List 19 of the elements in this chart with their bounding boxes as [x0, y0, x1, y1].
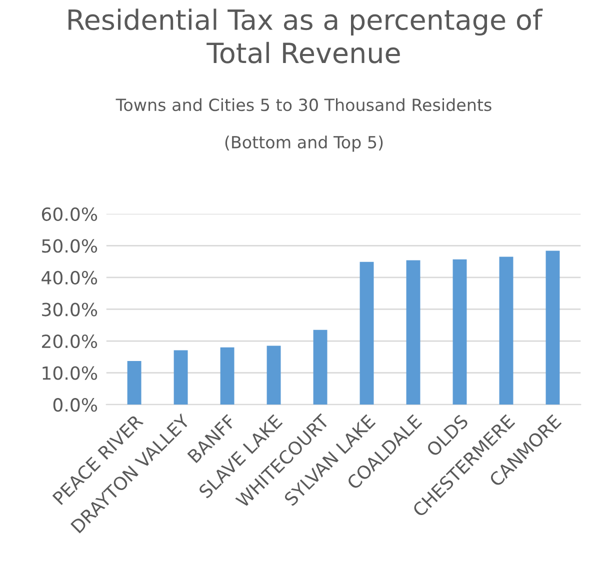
bar [499, 256, 514, 405]
bar [406, 260, 420, 405]
bar [220, 347, 234, 405]
y-tick-label: 60.0% [42, 207, 98, 221]
y-tick-label: 10.0% [42, 366, 98, 380]
bar [546, 250, 560, 405]
y-tick-label: 40.0% [42, 270, 98, 285]
bar [452, 259, 467, 405]
bar [174, 350, 188, 405]
chart-title: Residential Tax as a percentage of Total Revenue [68, 8, 543, 64]
bar [127, 361, 142, 405]
y-tick-label: 20.0% [42, 334, 98, 348]
y-tick-label: 50.0% [42, 239, 98, 253]
text: Towns and Cities 5 to 30 Thousand Residents (Bottom and Top 5) [116, 98, 492, 152]
bar [360, 262, 374, 405]
bar [266, 346, 281, 405]
bar [313, 330, 328, 405]
y-tick-label: 0.0% [53, 398, 98, 412]
y-tick-label: 30.0% [42, 302, 98, 316]
